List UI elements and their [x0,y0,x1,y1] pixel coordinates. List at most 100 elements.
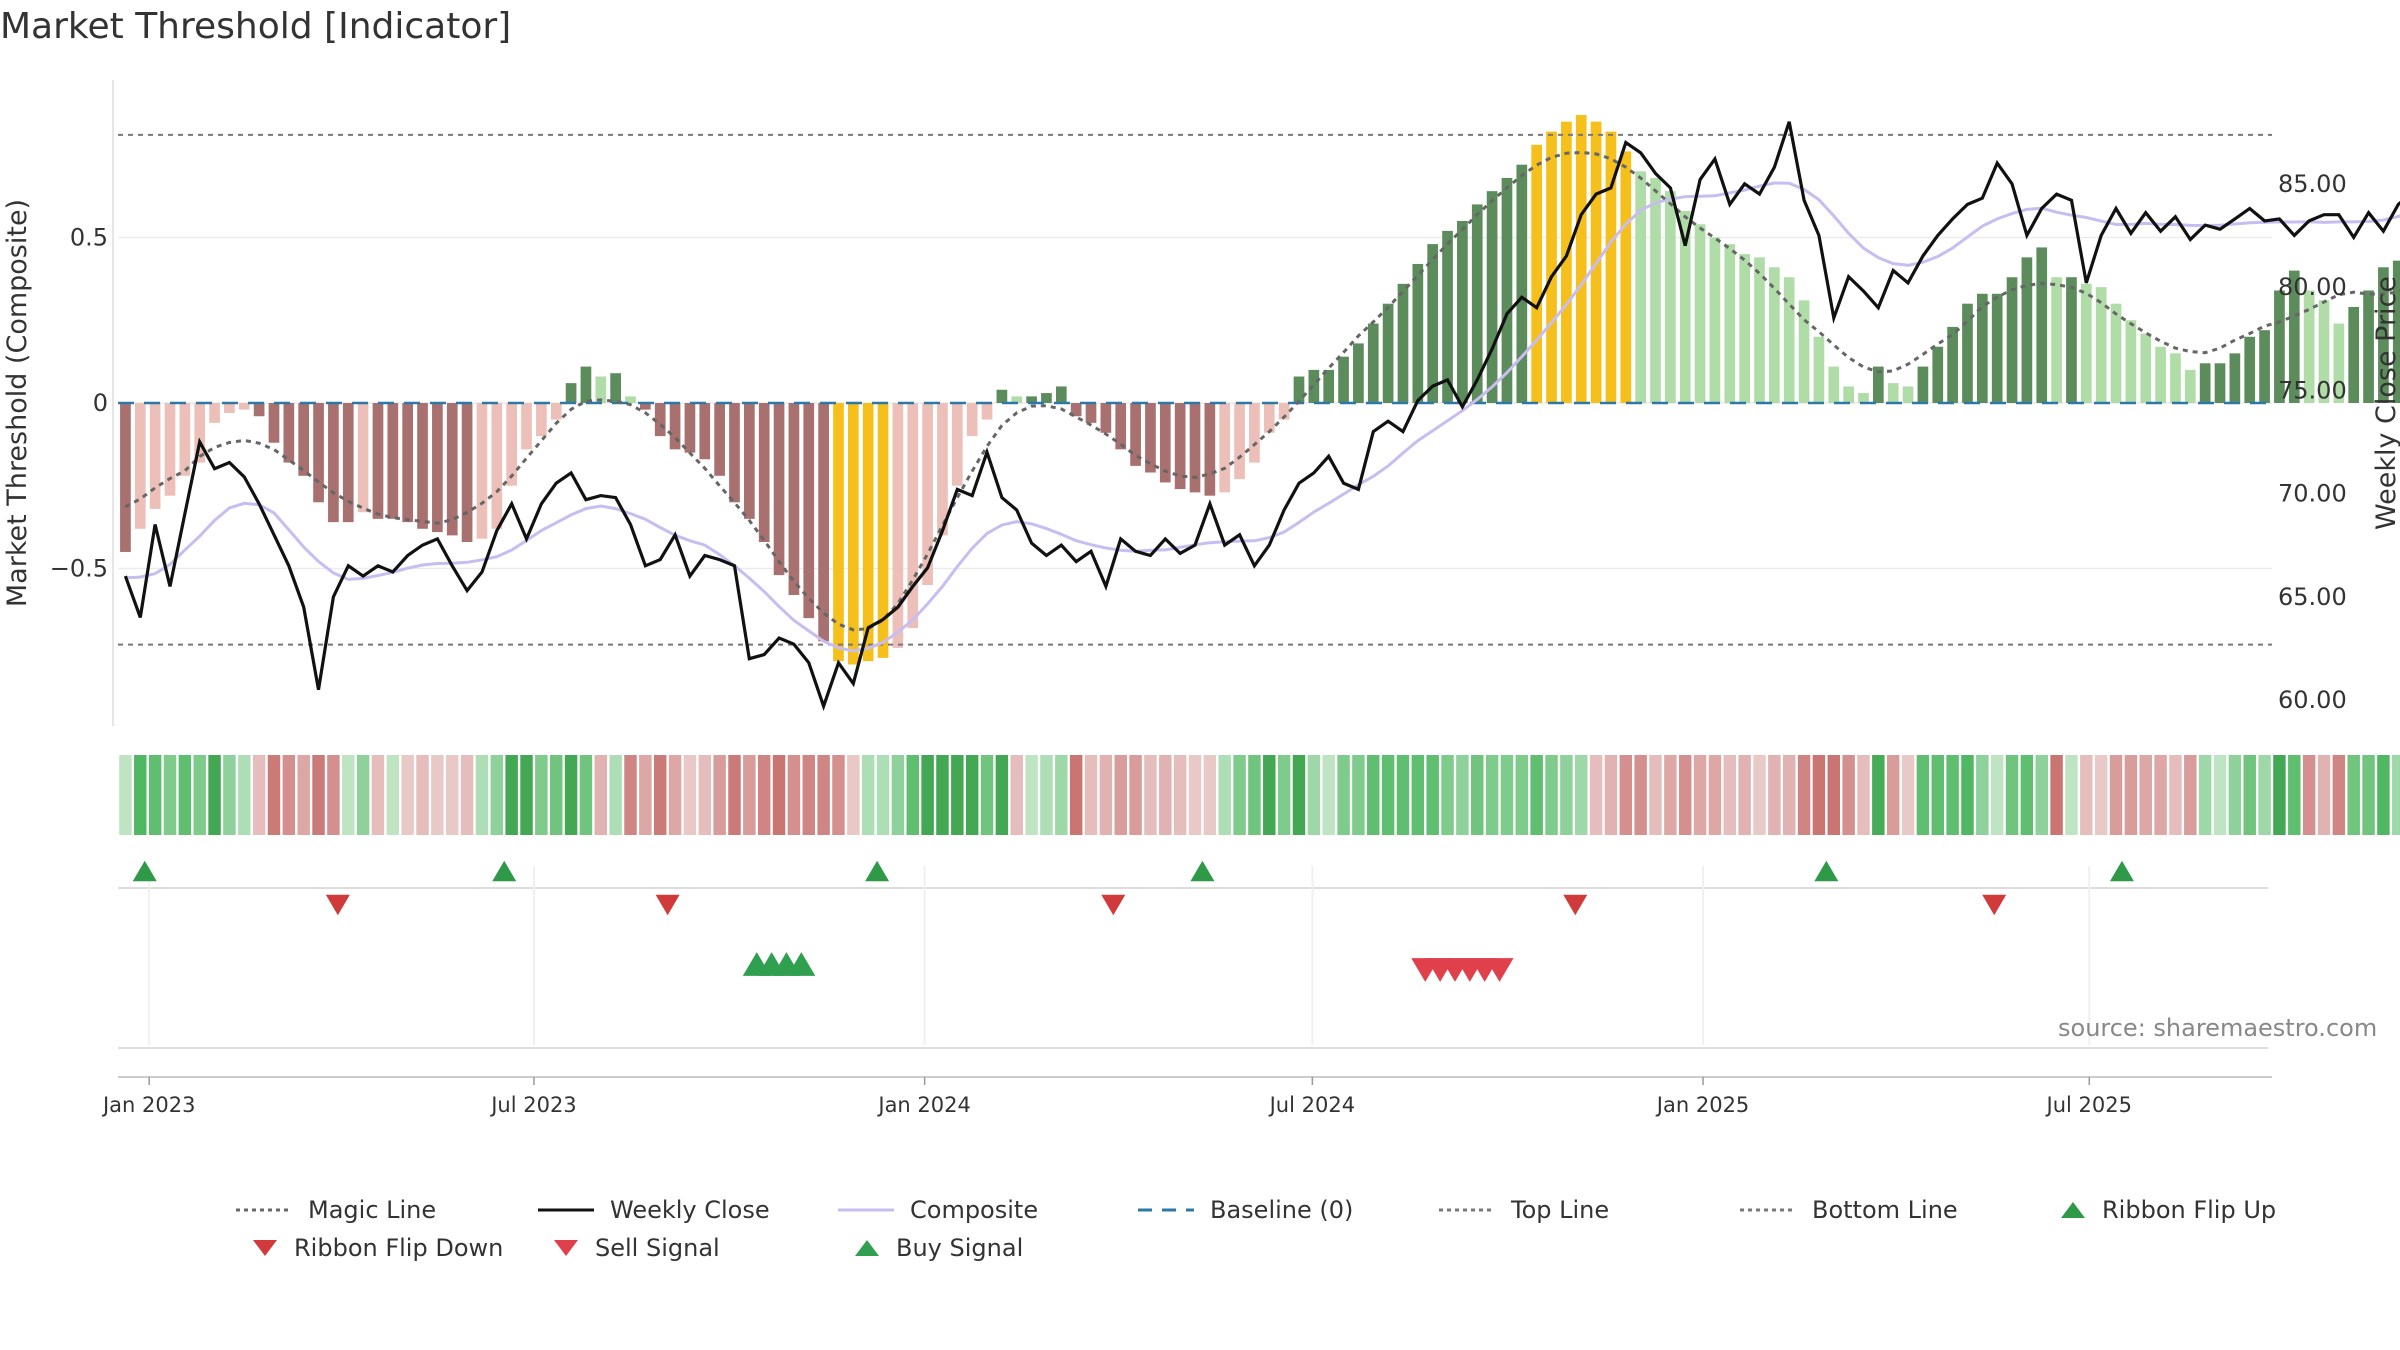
x-tick-label: Jul 2023 [489,1093,576,1117]
ribbon-cell [1649,755,1662,835]
composite-bar [699,403,711,460]
ribbon-cell [2139,755,2152,835]
composite-bar [1070,403,1082,417]
ribbon-cell [980,755,994,835]
composite-bar [951,403,963,486]
composite-bar [2392,260,2400,403]
ribbon-flip-down-marker [655,894,680,916]
ribbon-cell [1173,755,1187,835]
composite-bar [803,403,815,619]
ribbon-cell [1352,755,1365,835]
composite-bar [1754,257,1765,403]
composite-bar [1412,263,1424,403]
composite-bar [446,403,458,536]
composite-bar [342,403,354,523]
ribbon-cell [1322,755,1335,835]
composite-bar [461,403,473,543]
legend-label: Sell Signal [595,1234,720,1262]
ribbon-cell [2094,755,2108,835]
ribbon-cell [2198,755,2212,835]
composite-bar [2170,353,2181,403]
composite-bar [2110,303,2122,403]
composite-bar [1397,283,1409,403]
ribbon-cell [549,755,563,835]
composite-bar [328,403,339,523]
ribbon-cell [891,755,905,835]
ribbon-cell [1188,755,1202,835]
composite-bar [1932,346,1944,403]
composite-bar [1798,300,1810,403]
composite-bar [1249,403,1260,463]
composite-bar [1204,403,1216,496]
composite-bar [1679,211,1691,403]
ribbon-cell [936,755,949,835]
composite-bar [1293,376,1305,403]
composite-bar [1665,191,1676,403]
ribbon-cell [1159,755,1172,835]
ribbon-cell [371,755,385,835]
composite-bar [1323,369,1335,403]
x-tick-label: Jul 2025 [2045,1093,2132,1117]
legend-swatch [1138,1208,1194,1212]
y-right-tick-label: 85.00 [2278,170,2347,198]
ribbon-cell [416,755,429,835]
legend-label: Ribbon Flip Down [294,1234,504,1262]
ribbon-cell [1337,755,1350,835]
composite-bar [1650,177,1661,403]
composite-bar [1055,386,1067,403]
composite-bar [417,403,428,529]
composite-bar [1739,254,1750,403]
ribbon-strip [119,755,2400,835]
composite-bar [2274,290,2285,403]
legend-label: Weekly Close [610,1196,770,1224]
ribbon-cell [327,755,340,835]
composite-bar [788,403,800,595]
composite-bar [669,403,681,450]
composite-bar [2303,290,2315,403]
legend-swatch [1439,1208,1495,1212]
composite-bar [2006,277,2018,403]
ribbon-cell [1084,755,1098,835]
ribbon-cell [460,755,474,835]
composite-bar [1501,177,1513,403]
composite-line [125,181,2400,653]
composite-bar [313,403,324,503]
ribbon-cell [1738,755,1751,835]
ribbon-cell [1010,755,1023,835]
composite-bar [758,403,770,543]
y-right-tick-label: 65.00 [2278,583,2347,611]
composite-bar [1442,230,1453,403]
ribbon-cell [653,755,667,835]
composite-bar [847,403,859,665]
composite-bar [1561,121,1572,404]
ribbon-cell [1396,755,1410,835]
x-tick-label: Jan 2024 [876,1093,971,1117]
composite-bar [1041,393,1052,403]
ribbon-cell [1203,755,1217,835]
composite-bar [2051,277,2062,403]
y-left-tick-label: 0 [93,389,108,417]
ribbon-cell [1292,755,1306,835]
ribbon-cell [787,755,801,835]
ribbon-cell [1545,755,1558,835]
ribbon-cell [520,755,533,835]
composite-bar [149,403,161,509]
x-tick-label: Jul 2024 [1268,1093,1355,1117]
y-right-tick-label: 75.00 [2278,376,2347,404]
legend-item: Top Line [1437,1196,1609,1224]
ribbon-cell [683,755,697,835]
composite-bar [1471,204,1483,403]
ribbon-cell [1144,755,1157,835]
ribbon-cell [297,755,310,835]
composite-bar [773,403,785,576]
composite-bar [2318,300,2330,403]
composite-bar [1278,403,1290,420]
composite-bar [2066,277,2077,403]
ribbon-cell [252,755,266,835]
composite-bar [1872,366,1884,403]
composite-bar [1783,277,1795,403]
composite-bar [268,403,280,443]
ribbon-cell [1842,755,1855,835]
composite-bar [2214,363,2226,403]
composite-bar [1382,303,1394,403]
